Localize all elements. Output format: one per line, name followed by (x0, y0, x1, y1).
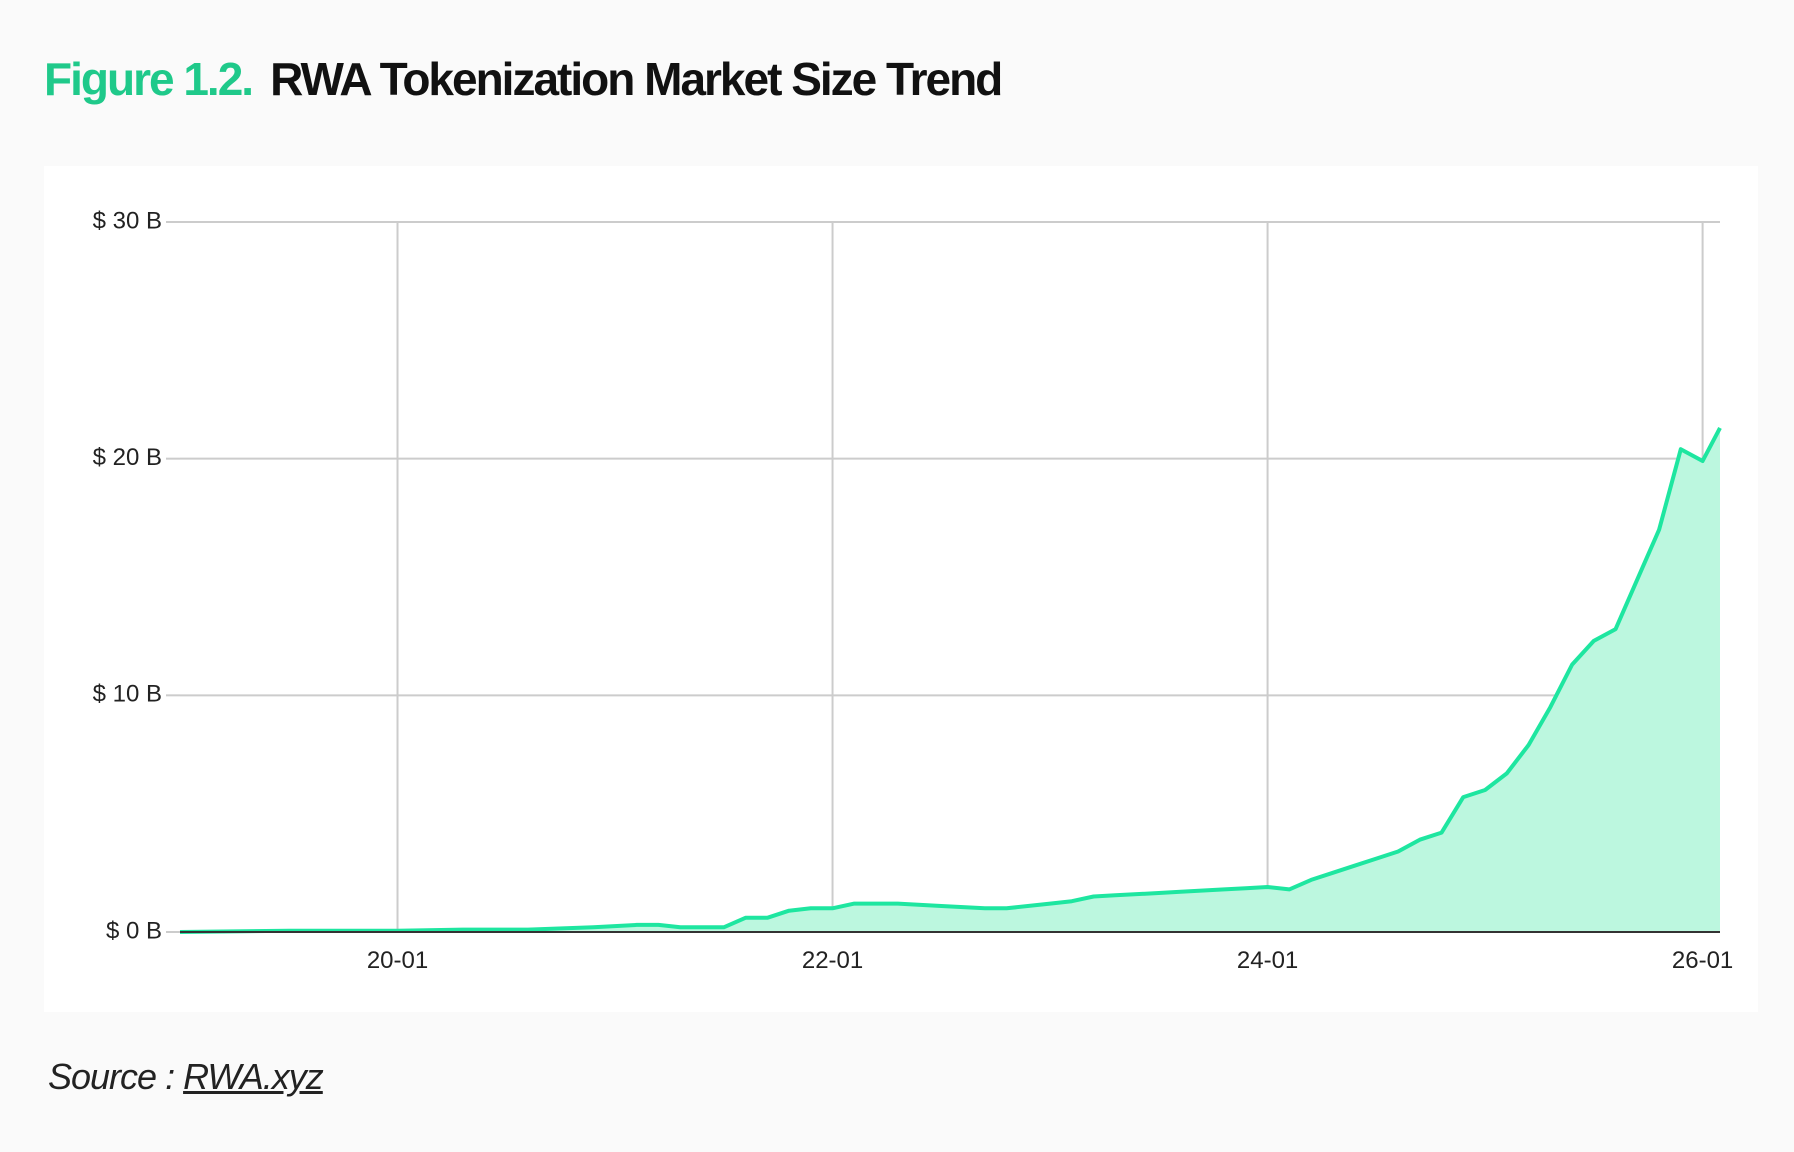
y-tick-label: $ 0 B (106, 917, 162, 944)
y-tick-label: $ 10 B (93, 681, 162, 708)
x-tick-label: 20-01 (367, 947, 428, 974)
x-tick-label: 24-01 (1237, 947, 1298, 974)
y-tick-label: $ 30 B (93, 207, 162, 234)
x-tick-label: 22-01 (802, 947, 863, 974)
y-tick-label: $ 20 B (93, 444, 162, 471)
gridlines (180, 221, 1720, 932)
market-size-area (180, 427, 1720, 932)
source-note: Source : RWA.xyz (48, 1056, 324, 1098)
source-link[interactable]: RWA.xyz (183, 1056, 324, 1097)
axis-ticks: $ 0 B $ 10 B $ 20 B $ 30 B 20-01 22-01 24-01 26… (93, 207, 1734, 974)
market-size-line (179, 426, 1722, 934)
figure-heading: Figure 1.2. RWA Tokenization Market Size … (44, 52, 1003, 106)
figure-label: Figure 1.2. (44, 53, 254, 105)
chart-panel: $ 0 B $ 10 B $ 20 B $ 30 B 20-01 22-01 24-01 26… (44, 166, 1758, 1012)
market-size-chart: $ 0 B $ 10 B $ 20 B $ 30 B 20-01 22-01 24-01 26… (93, 207, 1734, 974)
chart-title: RWA Tokenization Market Size Trend (270, 53, 1003, 105)
source-prefix: Source : (48, 1056, 184, 1097)
x-tick-label: 26-01 (1672, 947, 1733, 974)
